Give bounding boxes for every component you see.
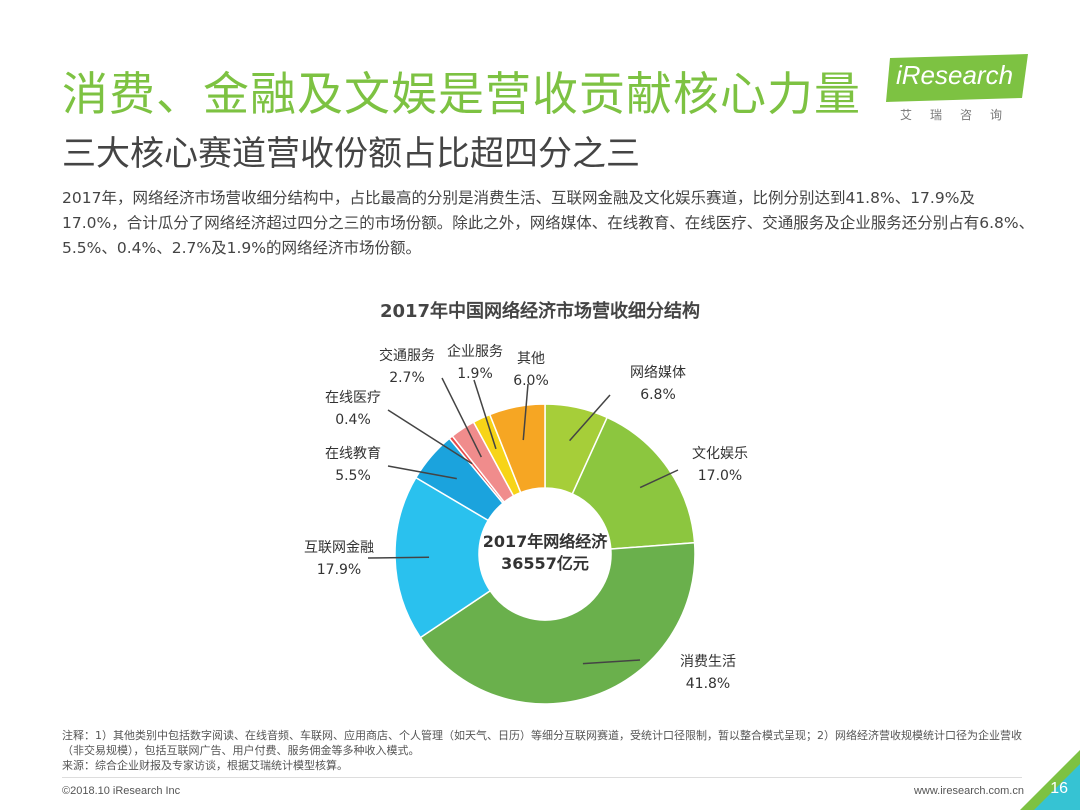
slice-name-label-7: 交通服务 — [379, 347, 435, 364]
donut-center-line1: 2017年网络经济 — [483, 532, 609, 551]
slice-value-label-4: 17.9% — [317, 562, 361, 578]
summary-paragraph: 2017年，网络经济市场营收细分结构中，占比最高的分别是消费生活、互联网金融及文… — [62, 189, 1035, 257]
slice-value-label-6: 0.4% — [335, 412, 371, 428]
leader-line-9 — [522, 383, 529, 441]
slice-name-label-6: 在线医疗 — [325, 390, 381, 406]
donut-chart: 网络媒体 6.8% 文化娱乐 17.0% 消费生活 41.8% 互联网金融 17.9% 在线教育… — [304, 343, 748, 705]
corner-decoration — [1020, 750, 1080, 810]
slice-name-label-3: 消费生活 — [680, 654, 736, 670]
slice-value-label-7: 2.7% — [389, 370, 425, 386]
slice-value-label-9: 6.0% — [513, 373, 549, 389]
donut-slice-9 — [488, 403, 546, 494]
slice-name-label-4: 互联网金融 — [304, 540, 374, 556]
slice-value-label-3: 41.8% — [686, 676, 730, 692]
leader-line-2 — [639, 469, 679, 489]
footnote-source: 来源：综合企业财报及专家访谈，根据艾瑞统计模型核算。 — [62, 759, 348, 772]
slice-value-label-2: 17.0% — [698, 468, 742, 484]
footer-divider — [62, 777, 1022, 778]
donut-slice-2 — [571, 416, 696, 550]
leader-line-7 — [441, 377, 482, 458]
leader-line-6 — [387, 409, 473, 465]
leader-line-3 — [582, 659, 641, 665]
chart-title: 2017年中国网络经济市场营收细分结构 — [379, 301, 701, 322]
slice-name-label-9: 其他 — [517, 351, 545, 367]
slice-value-label-1: 6.8% — [640, 387, 676, 403]
leader-line-5 — [387, 465, 457, 480]
iresearch-logo: iResearch 艾瑞咨询 — [886, 54, 1036, 124]
slice-name-label-5: 在线教育 — [325, 446, 381, 462]
logo-badge-shape — [886, 54, 1028, 102]
page-subtitle: 三大核心赛道营收份额占比超四分之三 — [62, 134, 640, 174]
page-title: 消费、金融及文娱是营收贡献核心力量 — [62, 67, 861, 121]
slice-name-label-2: 文化娱乐 — [692, 446, 748, 462]
slice-name-label-1: 网络媒体 — [630, 365, 686, 381]
website-text: www.iresearch.com.cn — [913, 785, 1024, 797]
footnote-note: 注释：1）其他类别中包括数字阅读、在线音频、车联网、应用商店、个人管理（如天气、… — [62, 729, 1022, 757]
logo-cn-text: 艾瑞咨询 — [900, 108, 1021, 122]
slice-value-label-5: 5.5% — [335, 468, 371, 484]
slice-name-label-8: 企业服务 — [447, 343, 503, 360]
footnotes: 注释：1）其他类别中包括数字阅读、在线音频、车联网、应用商店、个人管理（如天气、… — [62, 728, 1027, 773]
logo-brand-text: iResearch — [896, 60, 1014, 90]
slice-value-label-8: 1.9% — [457, 366, 493, 382]
leader-line-8 — [473, 379, 497, 450]
page-number: 16 — [1050, 780, 1068, 797]
donut-slice-4 — [394, 476, 492, 639]
donut-center-line2: 36557亿元 — [501, 554, 589, 573]
leader-line-1 — [569, 394, 611, 442]
donut-slice-3 — [419, 541, 696, 705]
leader-line-4 — [367, 556, 430, 559]
copyright-text: ©2018.10 iResearch Inc — [62, 785, 181, 797]
